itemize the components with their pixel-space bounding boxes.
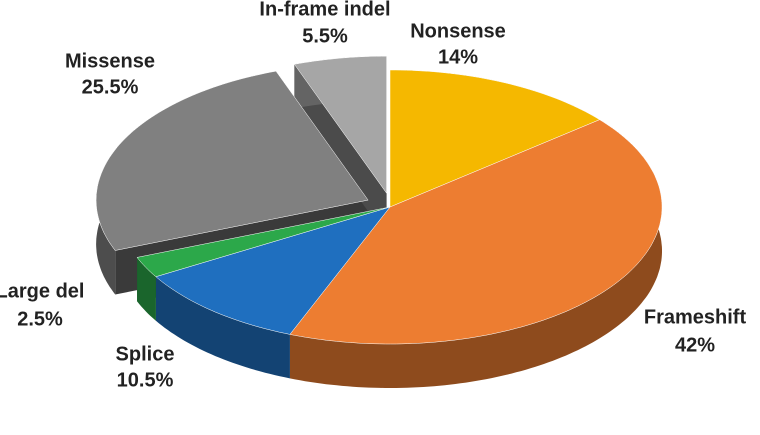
slice [155, 206, 391, 335]
slice-value-label: 2.5% [17, 308, 63, 330]
slice-side [137, 257, 156, 321]
slice-label: Frameshift [644, 306, 747, 328]
slice [289, 119, 663, 345]
slice [293, 55, 387, 194]
slice-label: Large del [0, 280, 84, 302]
slice-label: Missense [65, 50, 155, 72]
slice-side [289, 119, 662, 388]
slice-side [155, 276, 290, 379]
slice [95, 70, 369, 251]
labels: Nonsense 14% Frameshift 42% Splice 10.5% Large… [0, 0, 746, 391]
slice-value-label: 25.5% [82, 76, 139, 98]
pie-tops [95, 55, 663, 345]
slice-label: Splice [116, 343, 175, 365]
slice-label: Nonsense [410, 20, 506, 42]
slice-value-label: 42% [675, 334, 715, 356]
slice [136, 206, 391, 277]
slice-value-label: 14% [438, 46, 478, 68]
slice [389, 69, 601, 208]
slice-label: In-frame indel [259, 0, 390, 20]
slice-value-label: 10.5% [117, 369, 174, 391]
slice-value-label: 5.5% [302, 25, 348, 47]
